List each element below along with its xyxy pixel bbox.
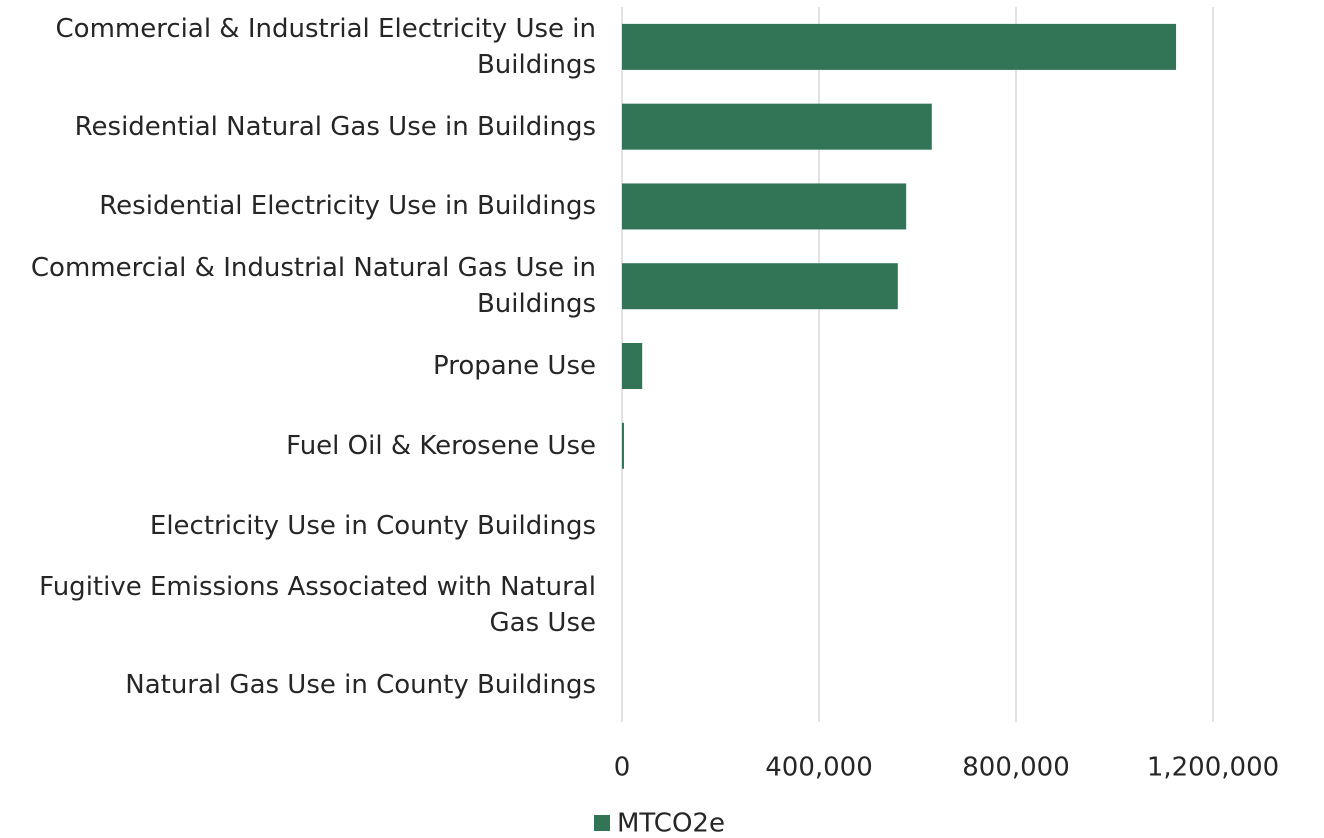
bar (622, 422, 624, 469)
bar (622, 183, 907, 230)
y-tick-label: Fugitive Emissions Associated with Natur… (39, 572, 596, 639)
x-tick-label: 0 (614, 753, 631, 783)
x-tick-label: 800,000 (962, 753, 1070, 783)
bar (622, 263, 898, 310)
y-tick-label: Natural Gas Use in County Buildings (125, 670, 596, 701)
bar (622, 103, 932, 150)
legend-swatch (594, 815, 610, 831)
y-tick-label: Propane Use (433, 351, 596, 381)
x-tick-label: 400,000 (765, 753, 873, 783)
legend-label: MTCO2e (617, 809, 725, 838)
y-tick-label: Residential Electricity Use in Buildings (99, 191, 596, 222)
y-tick-label: Electricity Use in County Buildings (149, 510, 596, 541)
y-tick-label: Residential Natural Gas Use in Buildings (74, 111, 596, 142)
bar (622, 23, 1177, 70)
y-tick-label: Commercial & Industrial Electricity Use … (55, 13, 596, 80)
x-tick-label: 1,200,000 (1147, 753, 1279, 783)
bar (622, 343, 643, 389)
y-tick-label: Commercial & Industrial Natural Gas Use … (30, 253, 596, 320)
y-tick-label: Fuel Oil & Kerosene Use (286, 430, 596, 461)
